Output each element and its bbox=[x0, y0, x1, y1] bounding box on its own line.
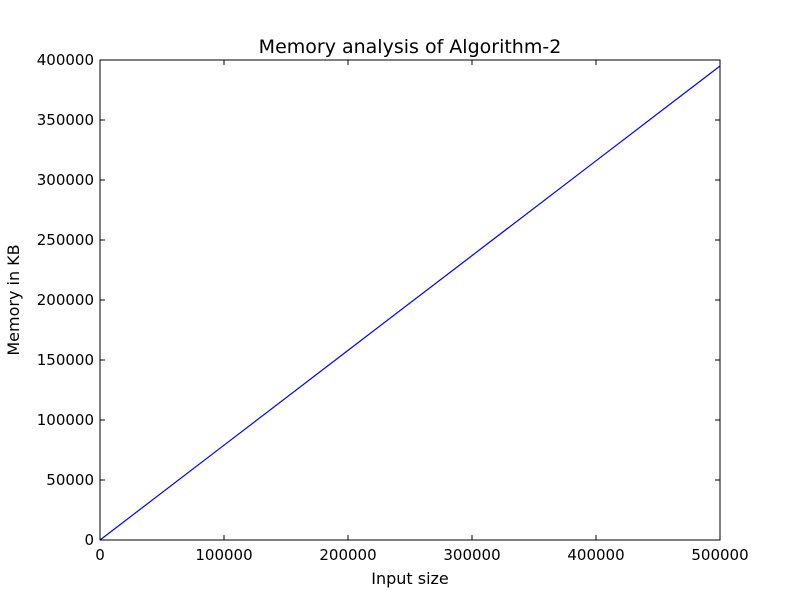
x-tick-label: 0 bbox=[95, 546, 105, 564]
y-tick-label: 350000 bbox=[37, 111, 94, 129]
y-tick-label: 150000 bbox=[37, 351, 94, 369]
y-tick-label: 0 bbox=[84, 531, 94, 549]
y-tick-label: 300000 bbox=[37, 171, 94, 189]
x-tick-label: 200000 bbox=[319, 546, 376, 564]
y-tick-label: 200000 bbox=[37, 291, 94, 309]
plot-frame bbox=[99, 59, 721, 541]
y-tick-label: 400000 bbox=[37, 51, 94, 69]
x-tick-label: 100000 bbox=[195, 546, 252, 564]
chart-title: Memory analysis of Algorithm-2 bbox=[259, 36, 562, 58]
x-axis-label: Input size bbox=[371, 569, 449, 588]
y-axis-ticks: 0 50000 100000 150000 200000 250000 300000 3500… bbox=[37, 51, 720, 549]
series-line bbox=[99, 65, 721, 541]
y-tick-label: 50000 bbox=[46, 471, 94, 489]
x-tick-label: 400000 bbox=[567, 546, 624, 564]
y-tick-label: 250000 bbox=[37, 231, 94, 249]
x-axis-ticks: 0 100000 200000 300000 400000 500000 bbox=[95, 60, 749, 564]
plot-series bbox=[99, 65, 721, 541]
y-tick-label: 100000 bbox=[37, 411, 94, 429]
x-tick-label: 300000 bbox=[443, 546, 500, 564]
y-axis-label: Memory in KB bbox=[4, 244, 23, 355]
x-tick-label: 500000 bbox=[691, 546, 748, 564]
